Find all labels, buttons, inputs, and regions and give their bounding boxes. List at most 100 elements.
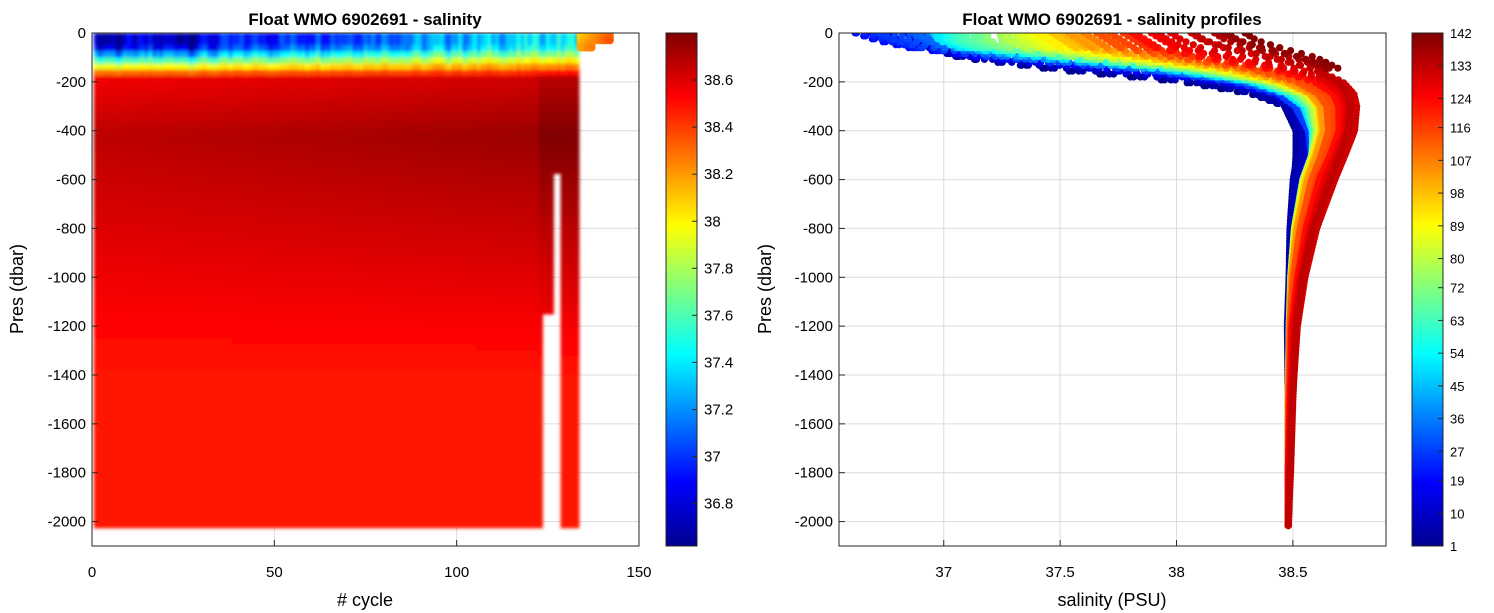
heat-cell	[126, 313, 131, 321]
heat-cell	[188, 381, 193, 388]
heat-cell	[217, 277, 223, 284]
heat-cell	[126, 411, 131, 419]
heat-cell	[261, 161, 266, 168]
heat-cell	[97, 350, 102, 358]
heat-cell	[287, 33, 292, 40]
heat-cell	[144, 277, 150, 284]
heat-cell	[101, 356, 106, 364]
heat-cell	[279, 442, 285, 449]
heat-cell	[137, 320, 142, 327]
heat-cell	[115, 295, 120, 303]
heat-cell	[199, 234, 204, 242]
heat-cell	[308, 167, 314, 175]
heat-cell	[101, 246, 106, 254]
heat-cell	[119, 179, 124, 187]
heat-cell	[272, 484, 277, 492]
heat-cell	[294, 57, 299, 65]
heat-cell	[294, 313, 299, 321]
heat-cell	[104, 234, 110, 242]
heat-cell	[246, 387, 252, 394]
heat-cell	[181, 478, 186, 486]
heat-cell	[97, 423, 102, 431]
heat-cell	[312, 460, 317, 468]
heat-cell	[101, 161, 106, 168]
heat-cell	[166, 51, 172, 59]
heat-cell	[203, 503, 208, 510]
heat-cell	[141, 87, 146, 95]
heat-cell	[301, 191, 306, 199]
heat-cell	[246, 448, 252, 455]
heat-cell	[93, 106, 99, 113]
heat-cell	[305, 112, 310, 120]
heat-cell	[294, 246, 299, 254]
heat-cell	[283, 57, 288, 65]
heat-cell	[225, 350, 230, 358]
heat-cell	[268, 246, 274, 254]
heat-cell	[195, 118, 201, 126]
heat-cell	[217, 240, 223, 248]
heat-cell	[184, 497, 190, 504]
heat-cell	[152, 161, 157, 168]
left-heatmap	[93, 33, 614, 529]
heat-cell	[305, 411, 310, 419]
heat-cell	[174, 69, 179, 77]
heat-cell	[221, 45, 226, 52]
heat-cell	[133, 179, 139, 187]
heat-cell	[130, 472, 135, 480]
heat-cell	[170, 130, 175, 138]
heat-cell	[122, 332, 128, 339]
heat-cell	[199, 124, 204, 132]
heat-cell	[108, 240, 113, 248]
heat-cell	[206, 252, 212, 260]
heat-cell	[312, 94, 317, 101]
heat-cell	[188, 39, 193, 46]
heat-cell	[221, 405, 226, 413]
heat-cell	[163, 246, 168, 254]
heat-cell	[290, 106, 295, 113]
heat-cell	[279, 289, 285, 297]
heat-cell	[298, 94, 303, 101]
heat-cell	[115, 521, 120, 529]
heat-cell	[101, 399, 106, 407]
heat-cell	[148, 63, 153, 71]
heat-cell	[206, 33, 212, 40]
heat-cell	[184, 216, 190, 223]
heat-cell	[192, 124, 197, 132]
heat-cell	[239, 100, 244, 107]
heat-cell	[261, 503, 266, 510]
heat-cell	[308, 411, 314, 419]
heat-cell	[184, 448, 190, 455]
heat-cell	[279, 57, 285, 65]
heat-cell	[148, 130, 153, 138]
heat-cell	[214, 197, 219, 205]
heat-cell	[101, 320, 106, 327]
heat-cell	[261, 258, 266, 266]
heat-cell	[104, 271, 110, 278]
heat-cell	[261, 179, 266, 187]
heat-cell	[130, 228, 135, 236]
heat-cell	[112, 521, 117, 529]
heat-cell	[298, 289, 303, 297]
heat-cell	[276, 277, 281, 284]
heat-cell	[159, 142, 164, 150]
heat-cell	[268, 399, 274, 407]
heat-cell	[122, 289, 128, 297]
heat-cell	[144, 100, 150, 107]
heat-cell	[214, 381, 219, 388]
heat-cell	[261, 81, 266, 89]
heat-cell	[294, 356, 299, 364]
heat-cell	[112, 39, 117, 46]
heat-cell	[115, 130, 120, 138]
heat-cell	[214, 240, 219, 248]
heat-cell	[115, 69, 120, 77]
heat-cell	[144, 246, 150, 254]
heat-cell	[290, 277, 295, 284]
heat-cell	[181, 185, 186, 193]
heat-cell	[159, 265, 164, 272]
heat-cell	[170, 491, 175, 498]
heat-cell	[210, 216, 215, 223]
heat-cell	[287, 478, 292, 486]
heat-cell	[312, 326, 317, 333]
heat-cell	[195, 405, 201, 413]
heat-cell	[174, 173, 179, 181]
